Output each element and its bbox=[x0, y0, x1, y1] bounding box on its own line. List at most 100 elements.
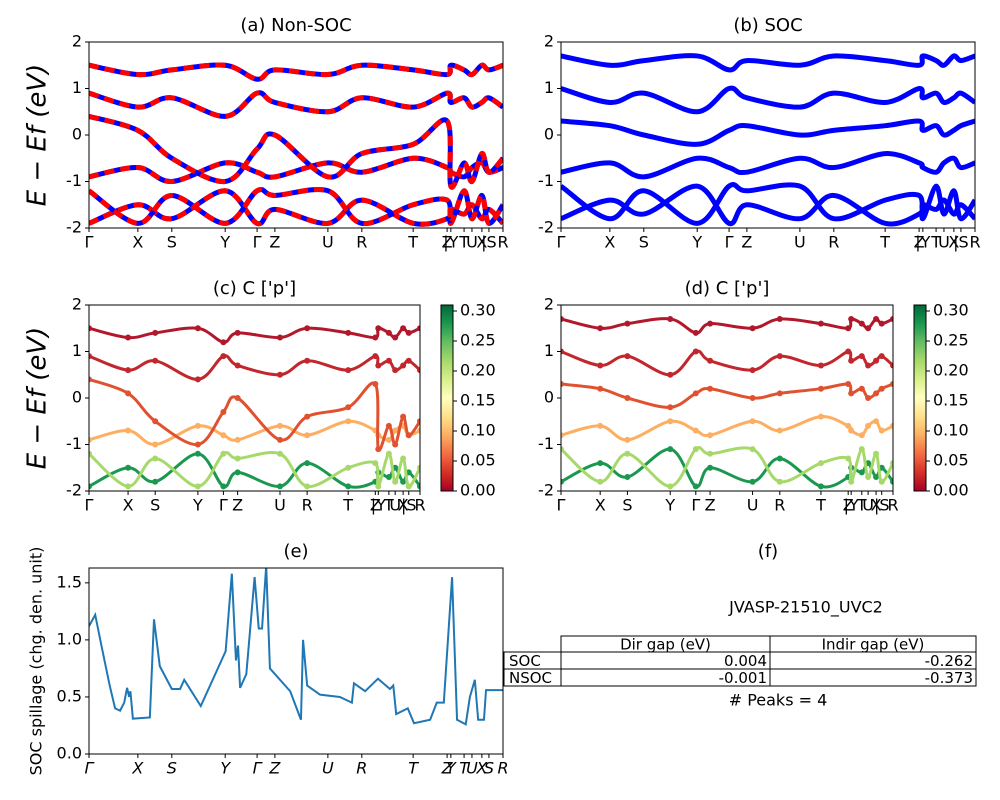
band-point bbox=[152, 455, 159, 462]
x-tick-label: S bbox=[622, 496, 632, 515]
band-point bbox=[194, 450, 201, 457]
x-tick-label: Z bbox=[370, 496, 381, 515]
x-tick-label: T bbox=[383, 496, 394, 515]
band-point bbox=[234, 395, 241, 401]
band-point bbox=[776, 455, 783, 462]
colorbar-tick-label: 0.25 bbox=[933, 331, 969, 350]
band-point bbox=[304, 483, 311, 490]
band-point bbox=[707, 357, 714, 364]
x-tick-label: Z bbox=[441, 759, 454, 778]
band-point bbox=[749, 395, 756, 401]
x-tick-label: |S bbox=[874, 496, 890, 515]
band-point bbox=[858, 432, 865, 439]
y-tick-label: 0.5 bbox=[57, 686, 82, 705]
x-tick-label: U bbox=[794, 233, 806, 252]
band-point bbox=[400, 362, 407, 369]
x-tick-label: Z bbox=[741, 233, 752, 252]
x-tick-label: Γ bbox=[557, 233, 566, 252]
x-tick-label: U bbox=[938, 233, 950, 252]
table-title: (f) bbox=[758, 541, 778, 562]
band-point bbox=[707, 320, 714, 327]
x-tick-label: Γ bbox=[253, 233, 262, 252]
band-point bbox=[220, 339, 227, 346]
band-point bbox=[848, 315, 855, 322]
band-point bbox=[372, 334, 379, 341]
band-point bbox=[385, 329, 392, 336]
band-point bbox=[125, 367, 132, 374]
band-point bbox=[890, 315, 893, 322]
band-line bbox=[89, 326, 420, 344]
band-point bbox=[692, 348, 699, 355]
band-point bbox=[878, 478, 885, 485]
band-point bbox=[375, 446, 382, 453]
band-point bbox=[776, 315, 783, 322]
x-tick-label: T bbox=[407, 233, 418, 252]
y-axis-label: E − Ef (eV) bbox=[23, 327, 53, 470]
band-point bbox=[878, 353, 885, 360]
band-point bbox=[624, 320, 631, 327]
x-tick-label: Z bbox=[705, 496, 716, 515]
band-point bbox=[89, 353, 92, 360]
band-point bbox=[392, 478, 399, 485]
x-tick-label: |Y bbox=[844, 496, 859, 515]
band-point bbox=[667, 371, 674, 378]
band-point bbox=[89, 325, 92, 332]
y-tick-label: 1 bbox=[72, 78, 82, 97]
y-axis-label: E − Ef (eV) bbox=[23, 64, 53, 207]
x-tick-label: Z bbox=[268, 759, 281, 778]
band-point bbox=[597, 460, 604, 467]
band-point bbox=[392, 427, 399, 434]
band-point bbox=[845, 381, 852, 388]
y-tick-label: -1 bbox=[538, 171, 554, 190]
x-tick-label: T bbox=[930, 233, 941, 252]
band-point bbox=[385, 450, 392, 457]
x-tick-label: X bbox=[132, 233, 143, 252]
band-line bbox=[89, 354, 420, 381]
band-point bbox=[89, 450, 92, 457]
band-point bbox=[858, 385, 865, 392]
band-point bbox=[749, 446, 756, 453]
band-point bbox=[304, 325, 311, 332]
band-point bbox=[692, 390, 699, 397]
band-point bbox=[276, 422, 283, 429]
x-tick-label: S bbox=[484, 759, 494, 778]
y-tick-label: 2 bbox=[72, 295, 82, 314]
spillage-line bbox=[89, 568, 503, 726]
band-line bbox=[561, 85, 975, 115]
band-point bbox=[749, 325, 756, 332]
x-tick-label: U bbox=[747, 496, 759, 515]
band-point bbox=[400, 478, 407, 485]
x-tick-label: U bbox=[274, 496, 286, 515]
band-point bbox=[345, 464, 352, 471]
band-point bbox=[707, 450, 714, 457]
band-point bbox=[405, 329, 412, 336]
colorbar-tick-label: 0.00 bbox=[933, 481, 969, 500]
band-point bbox=[304, 460, 311, 467]
band-line bbox=[561, 53, 975, 73]
x-tick-label: Y bbox=[446, 759, 457, 778]
band-point bbox=[405, 432, 412, 439]
band-point bbox=[276, 334, 283, 341]
y-tick-label: 0 bbox=[72, 388, 82, 407]
band-point bbox=[597, 362, 604, 369]
y-tick-label: 0.0 bbox=[57, 744, 82, 763]
band-point bbox=[878, 427, 885, 434]
y-tick-label: 1 bbox=[72, 341, 82, 360]
x-tick-label: |Y bbox=[915, 233, 930, 252]
axes-frame bbox=[88, 41, 504, 229]
band-point bbox=[152, 478, 159, 485]
band-point bbox=[234, 362, 241, 369]
band-point bbox=[776, 427, 783, 434]
band-point bbox=[692, 427, 699, 434]
band-point bbox=[392, 367, 399, 374]
x-tick-label: T bbox=[342, 496, 353, 515]
band-point bbox=[624, 353, 631, 360]
x-tick-label: Y bbox=[192, 496, 203, 515]
x-tick-label: T bbox=[815, 496, 826, 515]
band-point bbox=[865, 325, 872, 332]
x-tick-label: R bbox=[969, 233, 980, 252]
band-line bbox=[561, 349, 893, 377]
band-point bbox=[776, 390, 783, 397]
x-tick-label: Y bbox=[219, 233, 230, 252]
x-tick-label: R bbox=[356, 233, 367, 252]
